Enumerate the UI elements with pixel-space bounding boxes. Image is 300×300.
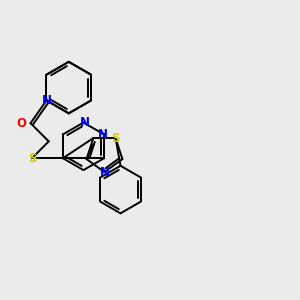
- Text: O: O: [16, 117, 27, 130]
- Text: N: N: [41, 94, 52, 107]
- Text: S: S: [28, 152, 36, 165]
- Text: S: S: [111, 131, 120, 145]
- Text: N: N: [100, 166, 110, 178]
- Text: N: N: [98, 128, 108, 141]
- Text: N: N: [80, 116, 89, 129]
